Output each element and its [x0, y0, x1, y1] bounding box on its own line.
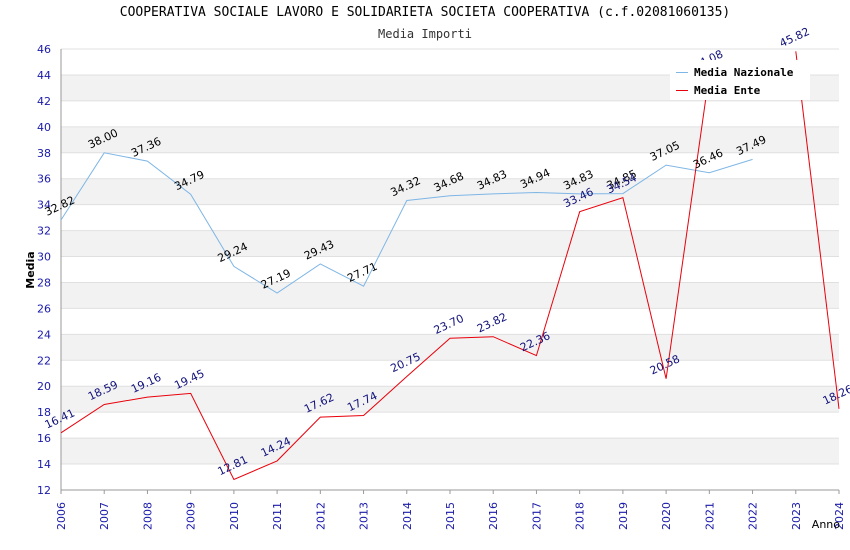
grid-band [61, 282, 839, 309]
legend-swatch-nazionale [676, 71, 688, 73]
legend-item-ente: Media Ente [676, 82, 760, 98]
x-tick-label: 2012 [314, 502, 327, 530]
series-line-ente [795, 51, 840, 409]
chart-title: COOPERATIVA SOCIALE LAVORO E SOLIDARIETA… [119, 5, 731, 20]
y-tick-label: 22 [37, 354, 51, 367]
chart-subtitle: Media Importi [378, 27, 472, 41]
series-line-nazionale [60, 152, 753, 294]
x-tick-label: 2017 [530, 502, 543, 530]
y-tick-label: 38 [37, 147, 51, 160]
x-tick-label: 2020 [660, 502, 673, 530]
y-tick-label: 20 [37, 380, 51, 393]
y-tick-label: 28 [37, 276, 51, 289]
y-tick-label: 18 [37, 406, 51, 419]
y-tick-label: 44 [37, 69, 51, 82]
data-label-ente: 23.82 [475, 310, 509, 335]
x-tick-label: 2015 [444, 502, 457, 530]
data-label-ente: 23.70 [432, 312, 466, 337]
grid-band [61, 178, 839, 205]
x-tick-label: 2024 [833, 502, 846, 530]
grid-band [61, 386, 839, 413]
x-tick-label: 2019 [617, 502, 630, 530]
x-tick-label: 2008 [141, 502, 154, 530]
x-tick-label: 2007 [98, 502, 111, 530]
x-tick-label: 2023 [790, 502, 803, 530]
data-label-nazionale: 32.82 [43, 194, 77, 219]
grid-band [61, 126, 839, 153]
legend-label-nazionale: Media Nazionale [694, 65, 794, 79]
x-tick-label: 2014 [401, 502, 414, 530]
chart-legend: Media Nazionale Media Ente [670, 60, 810, 100]
x-tick-label: 2013 [358, 502, 371, 530]
y-tick-label: 26 [37, 302, 51, 315]
y-tick-label: 36 [37, 173, 51, 186]
y-tick-label: 42 [37, 95, 51, 108]
grid-band [61, 438, 839, 465]
data-label-nazionale: 27.71 [345, 260, 379, 285]
x-tick-label: 2011 [271, 502, 284, 530]
legend-swatch-ente [676, 89, 688, 91]
x-tick-label: 2022 [747, 502, 760, 530]
y-tick-label: 40 [37, 121, 51, 134]
x-tick-label: 2018 [574, 502, 587, 530]
y-tick-label: 24 [37, 328, 51, 341]
y-axis-title: Media [24, 251, 37, 288]
grid-band [61, 230, 839, 257]
y-tick-label: 32 [37, 225, 51, 238]
y-tick-label: 30 [37, 251, 51, 264]
x-tick-label: 2016 [487, 502, 500, 530]
x-tick-label: 2009 [185, 502, 198, 530]
y-tick-label: 34 [37, 199, 51, 212]
data-label-ente: 45.82 [778, 25, 812, 50]
x-tick-label: 2021 [703, 502, 716, 530]
x-axis-title: Anno [812, 518, 840, 531]
y-tick-label: 14 [37, 458, 51, 471]
x-tick-label: 2010 [228, 502, 241, 530]
y-tick-label: 46 [37, 43, 51, 56]
legend-label-ente: Media Ente [694, 83, 761, 97]
x-tick-label: 2006 [55, 502, 68, 530]
series-line-ente [60, 73, 710, 481]
y-tick-label: 12 [37, 484, 51, 497]
y-tick-label: 16 [37, 432, 51, 445]
legend-item-nazionale: Media Nazionale [676, 64, 793, 80]
